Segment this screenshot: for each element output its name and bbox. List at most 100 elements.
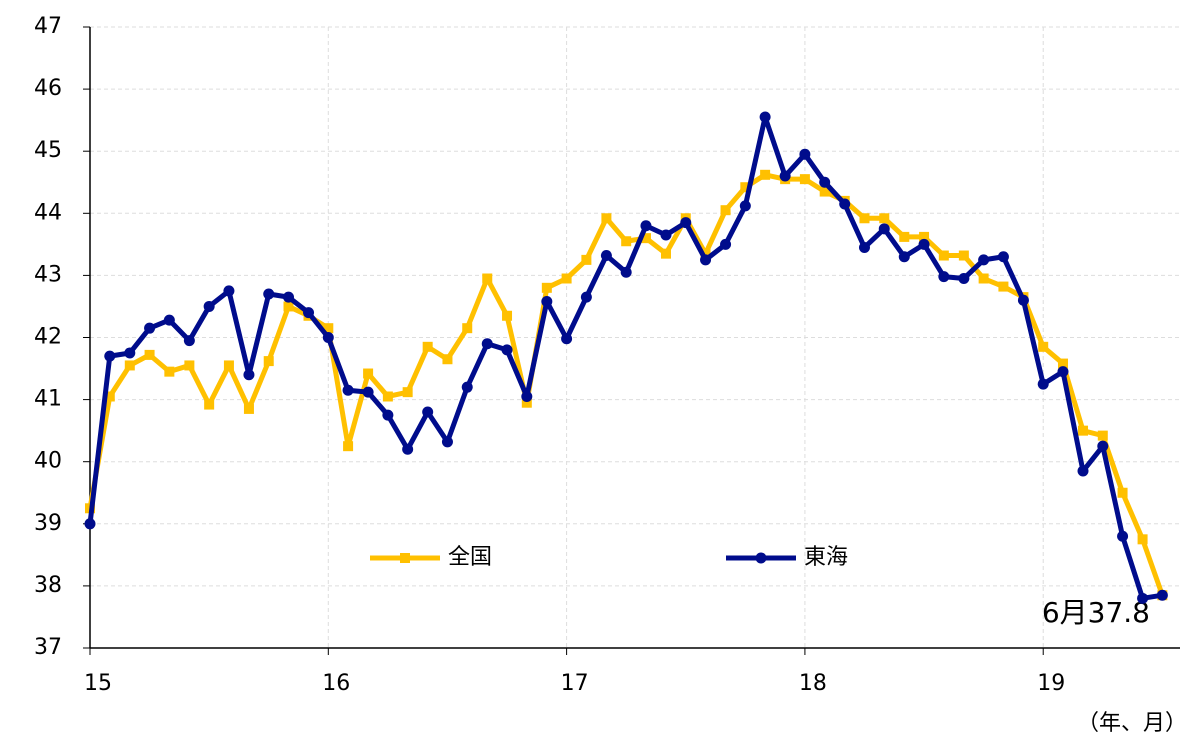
data-point xyxy=(164,366,175,377)
data-point xyxy=(163,314,175,326)
legend-marker xyxy=(400,553,410,563)
data-point xyxy=(124,347,136,359)
data-point xyxy=(541,282,552,293)
data-point xyxy=(958,273,970,285)
data-point xyxy=(561,333,573,345)
data-point xyxy=(203,300,215,312)
data-point xyxy=(442,354,453,365)
data-point xyxy=(422,406,434,418)
data-point xyxy=(978,254,990,266)
data-point xyxy=(183,335,195,347)
data-point xyxy=(342,384,354,396)
data-point xyxy=(1117,487,1128,498)
data-point xyxy=(919,231,930,242)
data-point xyxy=(144,322,156,334)
data-point xyxy=(799,174,810,185)
data-point xyxy=(779,170,791,182)
data-point xyxy=(660,229,672,241)
data-point xyxy=(1057,366,1069,378)
y-tick-label: 45 xyxy=(34,138,62,163)
data-point xyxy=(1137,534,1148,545)
data-point xyxy=(899,231,910,242)
data-point xyxy=(1097,440,1109,452)
data-point xyxy=(918,238,930,250)
x-axis-label: （年、月） xyxy=(1077,711,1187,736)
data-point xyxy=(501,344,513,356)
data-point xyxy=(462,323,473,334)
data-point xyxy=(283,301,294,312)
data-point xyxy=(422,341,433,352)
x-tick-label: 19 xyxy=(1037,671,1065,696)
data-point xyxy=(680,217,692,229)
data-point xyxy=(640,220,652,232)
data-point xyxy=(1137,592,1149,604)
data-point xyxy=(461,381,473,393)
data-point xyxy=(223,360,234,371)
annotation: 6月37.8 xyxy=(1042,596,1150,629)
data-point xyxy=(739,200,751,212)
data-point xyxy=(263,356,274,367)
data-point xyxy=(1078,425,1089,436)
data-point xyxy=(243,403,254,414)
data-point xyxy=(600,250,612,262)
data-point xyxy=(759,111,771,123)
data-point xyxy=(521,397,532,408)
data-point xyxy=(601,213,612,224)
data-point xyxy=(620,266,632,278)
series-line xyxy=(87,114,1163,601)
data-point xyxy=(283,291,295,303)
data-point xyxy=(938,271,950,283)
y-tick-label: 40 xyxy=(34,449,62,474)
y-tick-label: 41 xyxy=(34,387,62,412)
y-tick-label: 37 xyxy=(34,635,62,660)
data-point xyxy=(502,310,513,321)
data-point xyxy=(362,386,374,398)
data-point xyxy=(819,186,830,197)
data-point xyxy=(323,323,334,334)
x-tick-label: 17 xyxy=(561,671,589,696)
data-point xyxy=(819,176,831,188)
data-point xyxy=(382,409,394,421)
data-point xyxy=(720,205,731,216)
y-tick-label: 44 xyxy=(34,200,62,225)
data-point xyxy=(839,198,851,210)
data-point xyxy=(363,368,374,379)
x-tick-label: 16 xyxy=(322,671,350,696)
data-point xyxy=(879,213,890,224)
data-point xyxy=(1057,358,1068,369)
data-point xyxy=(144,349,155,360)
data-point xyxy=(958,250,969,261)
data-point xyxy=(938,250,949,261)
data-point xyxy=(859,213,870,224)
y-tick-label: 42 xyxy=(34,325,62,350)
data-point xyxy=(402,387,413,398)
data-point xyxy=(660,248,671,259)
y-tick-label: 46 xyxy=(34,76,62,101)
data-point xyxy=(997,251,1009,263)
data-point xyxy=(482,273,493,284)
data-point xyxy=(1117,530,1129,542)
data-point xyxy=(581,254,592,265)
data-point xyxy=(1017,294,1029,306)
data-point xyxy=(481,338,493,350)
data-point xyxy=(184,360,195,371)
data-point xyxy=(878,223,890,235)
data-point xyxy=(740,182,751,193)
y-tick-label: 39 xyxy=(34,511,62,536)
data-point xyxy=(580,291,592,303)
data-point xyxy=(243,369,255,381)
data-point xyxy=(978,273,989,284)
data-point xyxy=(1037,378,1049,390)
data-point xyxy=(402,443,414,455)
data-point xyxy=(303,307,315,319)
data-point xyxy=(104,350,116,362)
x-tick-label: 15 xyxy=(84,671,112,696)
y-tick-label: 38 xyxy=(34,573,62,598)
data-point xyxy=(223,285,235,297)
data-point xyxy=(84,518,96,530)
data-point xyxy=(521,390,533,402)
x-tick-label: 18 xyxy=(799,671,827,696)
data-point xyxy=(561,273,572,284)
data-point xyxy=(1156,589,1168,601)
